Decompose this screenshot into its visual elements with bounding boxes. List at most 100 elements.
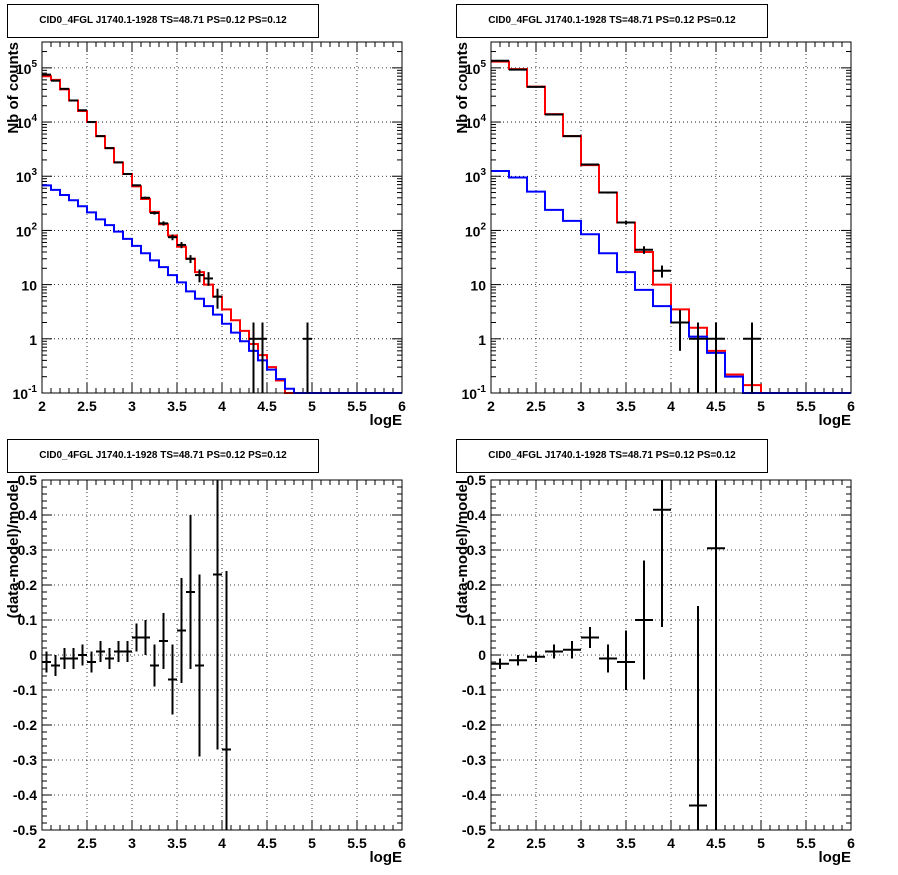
x-tick-label: 2.5 bbox=[526, 398, 546, 414]
x-tick-label: 3 bbox=[577, 835, 585, 851]
x-tick-label: 6 bbox=[398, 835, 406, 851]
x-tick-label: 5.5 bbox=[347, 835, 367, 851]
y-tick-label: -0.5 bbox=[13, 822, 37, 838]
y-tick-label: 102 bbox=[16, 221, 38, 239]
y-tick-base: 10 bbox=[16, 169, 32, 185]
y-tick-label: 1 bbox=[478, 332, 486, 348]
x-tick-label: 4.5 bbox=[257, 398, 277, 414]
y-tick-exponent: 5 bbox=[31, 59, 37, 70]
y-tick-label: 10-1 bbox=[13, 384, 38, 402]
y-tick-label: 103 bbox=[16, 167, 38, 185]
x-tick-label: 5 bbox=[757, 398, 765, 414]
y-tick-label: -0.1 bbox=[462, 682, 486, 698]
y-tick-base: 10 bbox=[465, 115, 481, 131]
y-axis-label: Nb of counts bbox=[5, 42, 22, 134]
x-axis-label: logE bbox=[370, 849, 403, 866]
y-tick-label: 10 bbox=[21, 278, 37, 294]
chart-panel: 2 2.5 3 3.5 4 4.5 5 5.5 610-1110102103104105logE… bbox=[5, 41, 406, 429]
y-tick-label: 0.3 bbox=[18, 542, 38, 558]
x-tick-label: 3 bbox=[577, 398, 585, 414]
y-tick-label: 1 bbox=[29, 332, 37, 348]
x-tick-label: 4 bbox=[218, 835, 226, 851]
y-tick-label: 0.4 bbox=[467, 507, 487, 523]
x-tick-label: 5 bbox=[757, 835, 765, 851]
x-tick-label: 2.5 bbox=[526, 835, 546, 851]
x-tick-label: 5.5 bbox=[796, 835, 816, 851]
x-tick-label: 3.5 bbox=[167, 835, 187, 851]
y-tick-label: 0.1 bbox=[18, 612, 38, 628]
y-axis-label: (data-model)/model bbox=[454, 480, 471, 618]
y-tick-base: 10 bbox=[462, 386, 478, 402]
series-line bbox=[491, 169, 851, 394]
title-box: CID0_4FGL J1740.1-1928 TS=48.71 PS=0.12 … bbox=[456, 439, 768, 473]
y-tick-label: 0 bbox=[478, 647, 486, 663]
chart-panel: 2 2.5 3 3.5 4 4.5 5 5.5 6 -0.5 -0.4 -0.3 -0.2 -0.1 0 0.… bbox=[5, 472, 406, 866]
x-tick-label: 2 bbox=[38, 835, 46, 851]
y-tick-base: 10 bbox=[465, 61, 481, 77]
y-axis-label: (data-model)/model bbox=[5, 480, 22, 618]
x-tick-label: 5 bbox=[308, 398, 316, 414]
x-tick-label: 4 bbox=[667, 835, 675, 851]
y-tick-label: 0.3 bbox=[467, 542, 487, 558]
y-tick-exponent: 3 bbox=[480, 167, 486, 178]
y-tick-exponent: 2 bbox=[31, 221, 37, 232]
y-tick-base: 10 bbox=[16, 223, 32, 239]
y-tick-exponent: 4 bbox=[31, 113, 37, 124]
y-tick-exponent: 3 bbox=[31, 167, 37, 178]
x-tick-label: 3.5 bbox=[616, 835, 636, 851]
y-tick-base: 10 bbox=[465, 169, 481, 185]
x-tick-label: 5.5 bbox=[796, 398, 816, 414]
plot-frame bbox=[490, 41, 852, 394]
y-tick-label: 10 bbox=[470, 278, 486, 294]
y-tick-label: -0.2 bbox=[462, 717, 486, 733]
y-tick-label: -0.3 bbox=[462, 752, 486, 768]
x-axis-label: logE bbox=[819, 412, 852, 429]
y-tick-label: -0.5 bbox=[462, 822, 486, 838]
y-tick-label: 102 bbox=[465, 221, 487, 239]
x-tick-label: 2 bbox=[487, 398, 495, 414]
plot-frame bbox=[41, 479, 403, 831]
x-tick-label: 5.5 bbox=[347, 398, 367, 414]
y-tick-label: 0 bbox=[29, 647, 37, 663]
series-line bbox=[42, 184, 402, 394]
chart-panel: 2 2.5 3 3.5 4 4.5 5 5.5 6 -0.5 -0.4 -0.3 -0.2 -0.1 0 0.… bbox=[454, 472, 855, 866]
y-tick-label: 0.5 bbox=[467, 472, 487, 488]
y-tick-label: -0.1 bbox=[13, 682, 37, 698]
plot-frame bbox=[41, 41, 403, 394]
title-box: CID0_4FGL J1740.1-1928 TS=48.71 PS=0.12 … bbox=[7, 439, 319, 473]
x-tick-label: 4 bbox=[667, 398, 675, 414]
y-tick-label: 105 bbox=[16, 59, 38, 77]
y-tick-label: 104 bbox=[16, 113, 38, 131]
x-tick-label: 6 bbox=[398, 398, 406, 414]
title-box: CID0_4FGL J1740.1-1928 TS=48.71 PS=0.12 … bbox=[456, 4, 768, 38]
y-tick-label: 0.5 bbox=[18, 472, 38, 488]
y-tick-base: 10 bbox=[16, 115, 32, 131]
y-tick-label: 0.1 bbox=[467, 612, 487, 628]
y-tick-label: 105 bbox=[465, 59, 487, 77]
x-tick-label: 2.5 bbox=[77, 398, 97, 414]
y-tick-label: 0.2 bbox=[18, 577, 38, 593]
y-tick-label: -0.4 bbox=[13, 787, 37, 803]
y-tick-exponent: 5 bbox=[480, 59, 486, 70]
y-tick-label: -0.4 bbox=[462, 787, 486, 803]
y-tick-label: 104 bbox=[465, 113, 487, 131]
y-tick-exponent: -1 bbox=[28, 384, 37, 395]
title-box: CID0_4FGL J1740.1-1928 TS=48.71 PS=0.12 … bbox=[7, 4, 319, 38]
plot-frame bbox=[490, 479, 852, 831]
y-tick-label: -0.3 bbox=[13, 752, 37, 768]
x-tick-label: 6 bbox=[847, 398, 855, 414]
x-tick-label: 6 bbox=[847, 835, 855, 851]
x-tick-label: 4.5 bbox=[706, 398, 726, 414]
y-tick-label: -0.2 bbox=[13, 717, 37, 733]
x-tick-label: 4.5 bbox=[257, 835, 277, 851]
y-tick-base: 10 bbox=[465, 223, 481, 239]
y-tick-base: 10 bbox=[16, 61, 32, 77]
y-tick-label: 0.4 bbox=[18, 507, 38, 523]
x-axis-label: logE bbox=[370, 412, 403, 429]
x-tick-label: 3.5 bbox=[616, 398, 636, 414]
y-tick-label: 103 bbox=[465, 167, 487, 185]
chart-panel: 2 2.5 3 3.5 4 4.5 5 5.5 610-1110102103104105logE… bbox=[454, 41, 855, 429]
y-tick-exponent: 4 bbox=[480, 113, 486, 124]
x-tick-label: 2.5 bbox=[77, 835, 97, 851]
